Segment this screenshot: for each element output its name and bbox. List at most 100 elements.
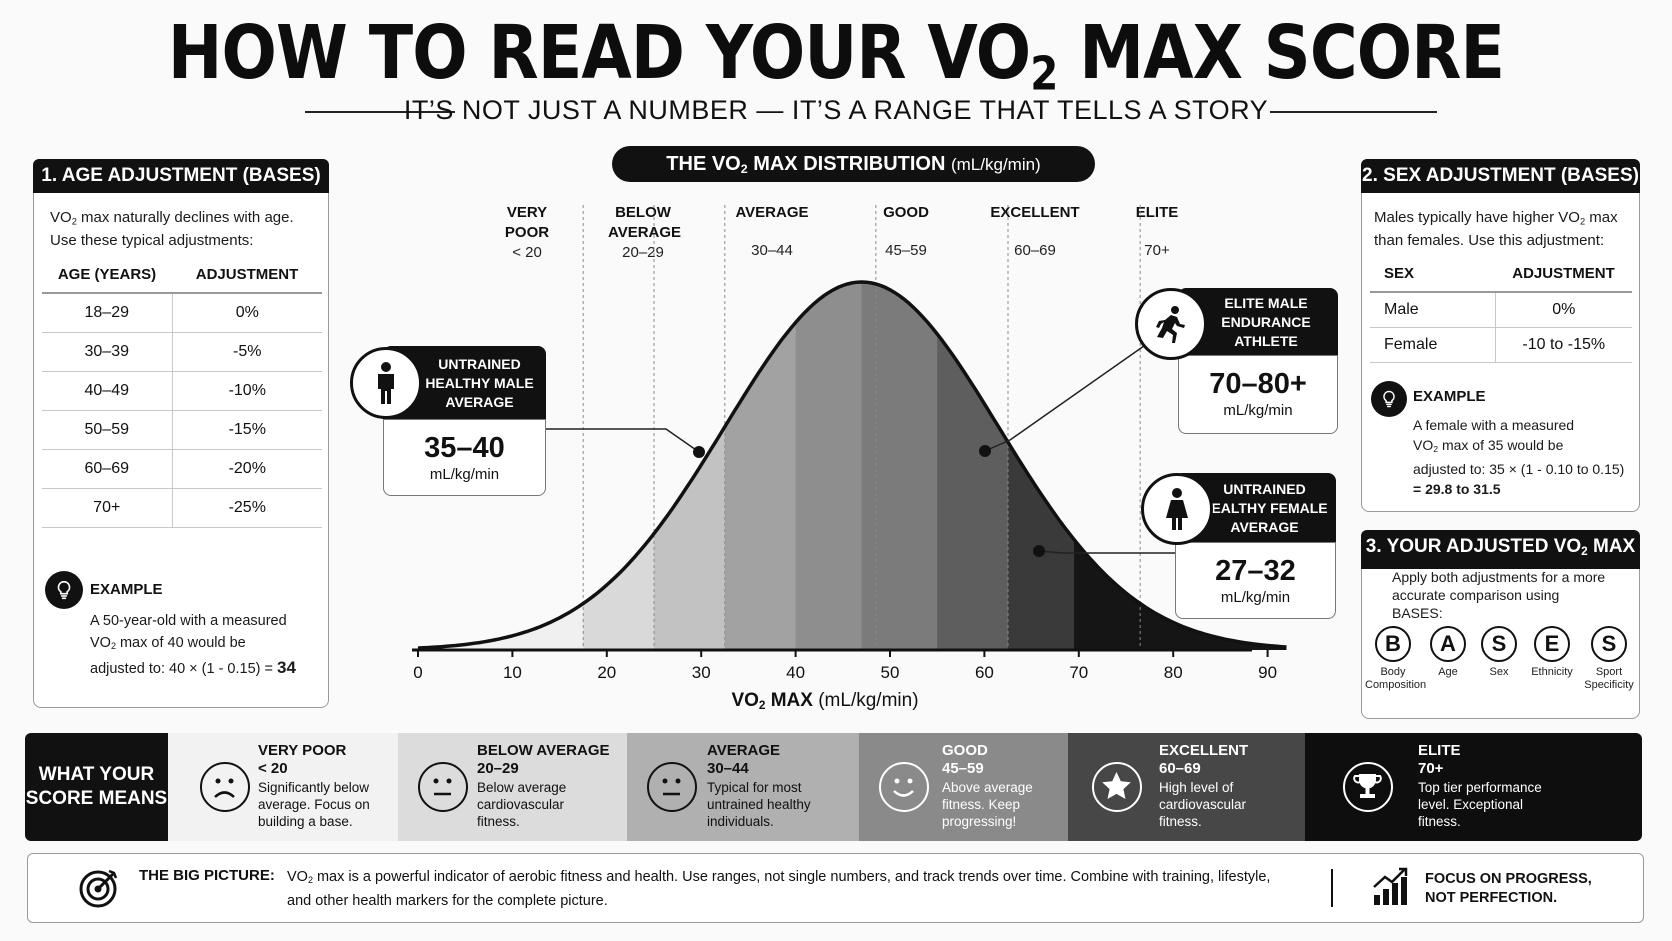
growth-chart-icon (1372, 867, 1408, 912)
female-callout-value: 27–32 (1215, 555, 1296, 587)
elite-marker-dot (979, 445, 991, 457)
col-header-adjustment: ADJUSTMENT (1495, 256, 1632, 293)
bases-item: S Sex (1475, 626, 1523, 692)
score-strip-label: WHAT YOUR SCORE MEANS (25, 733, 168, 841)
table-row: 30–39 -5% (42, 332, 322, 372)
x-tick-label: 90 (1258, 663, 1277, 682)
x-tick-label: 0 (413, 663, 422, 682)
distribution-title: THE VO2 MAX DISTRIBUTION (mL/kg/min) (612, 146, 1095, 182)
big-picture-label: THE BIG PICTURE: (139, 867, 275, 884)
col-header-age: AGE (YEARS) (42, 257, 172, 294)
table-row: 60–69 -20% (42, 449, 322, 489)
sex-panel-title: 2. SEX ADJUSTMENT (BASES) (1361, 159, 1640, 193)
x-tick-label: 50 (881, 663, 900, 682)
age-cell: 40–49 (42, 371, 173, 411)
table-row: Female -10 to -15% (1370, 327, 1632, 363)
x-tick-label: 70 (1069, 663, 1088, 682)
male-callout: 35–40 mL/kg/min (383, 419, 546, 496)
adjustment-cell: -10% (172, 371, 322, 411)
elite-callout: 70–80+ mL/kg/min (1178, 355, 1338, 434)
x-axis-title: VO2 MAX (mL/kg/min) (731, 690, 919, 712)
score-segment-elite: ELITE 70+ Top tier performance level. Exce… (1305, 733, 1642, 841)
subtitle-rule-left (305, 111, 455, 113)
col-header-sex: SEX (1370, 256, 1495, 293)
category-good: GOOD 45–59 (883, 204, 929, 259)
sex-example-title: EXAMPLE (1413, 388, 1486, 405)
adjusted-panel-text: Apply both adjustments for a more accura… (1392, 569, 1606, 621)
neutral-face-icon (647, 762, 697, 812)
x-tick-label: 60 (975, 663, 994, 682)
adjustment-cell: -10 to -15% (1495, 327, 1632, 363)
distribution-band (724, 282, 797, 650)
target-icon (78, 867, 120, 914)
male-connector-line (546, 428, 700, 453)
page-title: HOW TO READ YOUR VO2 MAX SCORE (167, 10, 1505, 101)
neutral-face-icon (418, 762, 468, 812)
distribution-band (861, 282, 938, 650)
age-panel-title: 1. AGE ADJUSTMENT (BASES) (33, 159, 329, 193)
age-cell: 50–59 (42, 410, 173, 450)
adjustment-cell: 0% (172, 293, 322, 333)
age-adjustment-panel: 1. AGE ADJUSTMENT (BASES) VO2 max natura… (33, 159, 329, 708)
elite-callout-unit: mL/kg/min (1223, 402, 1293, 419)
adjusted-vo2-panel: 3. YOUR ADJUSTED VO2 MAX Apply both adju… (1361, 530, 1640, 719)
table-row: Male 0% (1370, 292, 1632, 328)
adjustment-cell: -20% (172, 449, 322, 489)
age-cell: 60–69 (42, 449, 173, 489)
x-tick-label: 80 (1164, 663, 1183, 682)
category-elite: ELITE 70+ (1135, 204, 1179, 259)
smile-face-icon (879, 762, 929, 812)
female-marker-dot (1033, 545, 1045, 557)
bases-item: S Sport Specificity (1581, 626, 1637, 692)
category-excellent: EXCELLENT 60–69 (990, 204, 1080, 259)
elite-connector-line (984, 340, 1152, 452)
distribution-band (1008, 282, 1075, 650)
sex-adjustment-panel: 2. SEX ADJUSTMENT (BASES) Males typicall… (1361, 159, 1640, 512)
bases-item: B Body Composition (1365, 626, 1426, 692)
bases-item: A Age (1424, 626, 1472, 692)
age-panel-intro: VO2 max naturally declines with age. Use… (50, 209, 294, 250)
distribution-curve (417, 280, 1287, 650)
distribution-band (583, 282, 655, 650)
table-row: 50–59 -15% (42, 410, 322, 450)
male-person-icon (350, 347, 422, 419)
adjustment-cell: -25% (172, 488, 322, 528)
x-tick-label: 10 (503, 663, 522, 682)
x-tick-label: 20 (597, 663, 616, 682)
female-connector-line (1038, 550, 1175, 554)
table-row: 18–29 0% (42, 293, 322, 333)
star-icon (1092, 762, 1142, 812)
score-meaning-strip: WHAT YOUR SCORE MEANS VERY POOR < 20 Signi… (25, 733, 1642, 841)
score-segment-good: GOOD 45–59 Above average fitness. Keep prog… (859, 733, 1068, 841)
big-picture-text: VO2 max is a powerful indicator of aerob… (287, 869, 1271, 910)
x-tick-label: 40 (786, 663, 805, 682)
big-picture-footer: THE BIG PICTURE: VO2 max is a powerful i… (27, 853, 1644, 923)
category-below-average: BELOW AVERAGE 20–29 (608, 204, 682, 261)
elite-callout-value: 70–80+ (1209, 368, 1307, 400)
bases-item: E Ethnicity (1526, 626, 1578, 692)
category-average: AVERAGE 30–44 (735, 204, 809, 259)
subtitle-rule-right (1270, 111, 1437, 113)
age-adjustment-table: AGE (YEARS) ADJUSTMENT 18–29 0% 30–39 -5% … (42, 257, 322, 528)
col-header-adjustment: ADJUSTMENT (172, 257, 322, 294)
distribution-band (795, 282, 863, 650)
sex-panel-intro: Males typically have higher VO2 max than… (1374, 209, 1618, 250)
sex-example-text: A female with a measured VO2 max of 35 w… (1413, 417, 1625, 498)
category-very-poor: VERY POOR < 20 (504, 204, 550, 261)
age-cell: 70+ (42, 488, 173, 528)
adjusted-panel-title: 3. YOUR ADJUSTED VO2 MAX (1361, 530, 1640, 569)
table-row: 70+ -25% (42, 488, 322, 528)
page-subtitle: IT’S NOT JUST A NUMBER — IT’S A RANGE TH… (403, 95, 1269, 125)
male-marker-dot (693, 446, 705, 458)
score-segment-average: AVERAGE 30–44 Typical for most untrained h… (627, 733, 859, 841)
age-cell: 18–29 (42, 293, 173, 333)
footer-cta: FOCUS ON PROGRESS, NOT PERFECTION. (1425, 871, 1592, 906)
distribution-band (1074, 282, 1141, 650)
sex-cell: Female (1370, 327, 1496, 363)
x-tick-label: 30 (692, 663, 711, 682)
distribution-band (937, 282, 1009, 650)
score-segment-below-average: BELOW AVERAGE 20–29 Below average cardiova… (398, 733, 627, 841)
lightbulb-icon (45, 571, 83, 609)
runner-icon (1135, 288, 1207, 360)
